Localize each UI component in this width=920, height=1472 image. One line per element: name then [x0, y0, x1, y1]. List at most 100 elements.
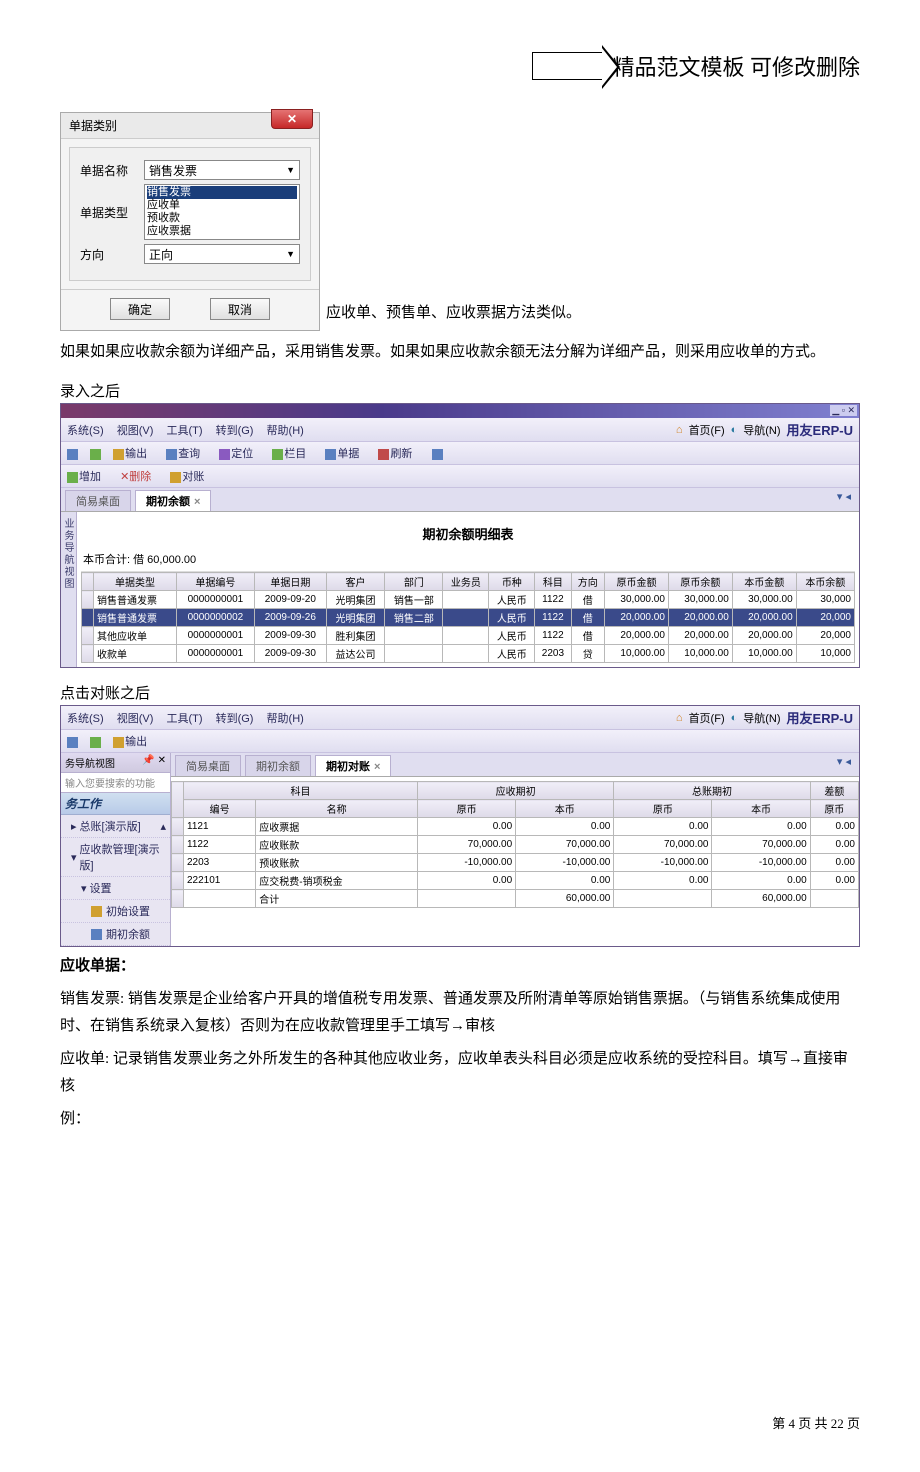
type-option[interactable]: 预收款 [147, 212, 297, 225]
tab-close-icon[interactable]: × [374, 761, 380, 773]
col-oamt[interactable]: 原币金额 [605, 573, 669, 591]
ok-button[interactable]: 确定 [110, 298, 170, 320]
print-icon[interactable] [113, 449, 124, 460]
col-gl-lc[interactable]: 本币 [712, 800, 810, 818]
type-select-open[interactable]: 销售发票 应收单 预收款 应收票据 [144, 184, 300, 240]
type-option[interactable]: 应收票据 [147, 225, 297, 238]
type-option[interactable]: 销售发票 [147, 186, 297, 199]
nav-home[interactable]: 首页(F) [689, 710, 725, 726]
col-no[interactable]: 单据编号 [177, 573, 255, 591]
menu-goto[interactable]: 转到(G) [216, 425, 254, 437]
group-subject: 科目 [184, 782, 418, 800]
col-sales[interactable]: 业务员 [443, 573, 489, 591]
window-controls[interactable]: ▁ ▫ ✕ [830, 405, 857, 416]
tb-check[interactable]: 对账 [182, 471, 204, 483]
sidebar-pin-icon[interactable]: 📌 ✕ [142, 755, 166, 770]
menu-goto[interactable]: 转到(G) [216, 713, 254, 725]
menu-help[interactable]: 帮助(H) [267, 713, 304, 725]
sidebar-item-gl[interactable]: ▸总账[演示版]▴ [61, 815, 170, 838]
col-obal[interactable]: 原币余额 [668, 573, 732, 591]
table-row[interactable]: 合计60,000.0060,000.00 [172, 890, 859, 908]
menu-system[interactable]: 系统(S) [67, 713, 104, 725]
table-row[interactable]: 销售普通发票00000000022009-09-26光明集团销售二部人民币112… [82, 609, 855, 627]
menu-view[interactable]: 视图(V) [117, 425, 154, 437]
table-row[interactable]: 222101应交税费-销项税金0.000.000.000.000.00 [172, 872, 859, 890]
sidebar-item-init[interactable]: 初始设置 [61, 900, 170, 923]
home-icon[interactable]: ⌂ [676, 712, 683, 724]
tb-query[interactable]: 查询 [178, 448, 200, 460]
table-row[interactable]: 2203预收账款-10,000.00-10,000.00-10,000.00-1… [172, 854, 859, 872]
doc-icon[interactable] [90, 737, 101, 748]
tb-list[interactable]: 单据 [337, 448, 359, 460]
table-row[interactable]: 销售普通发票00000000012009-09-20光明集团销售一部人民币112… [82, 591, 855, 609]
col-ar-lc[interactable]: 本币 [516, 800, 614, 818]
close-icon[interactable]: ✕ [271, 109, 313, 129]
col-type[interactable]: 单据类型 [94, 573, 177, 591]
tabs-dropdown-icon[interactable]: ▾ ◂ [837, 490, 851, 511]
tab-recon[interactable]: 期初对账× [315, 755, 391, 776]
col-dept[interactable]: 部门 [385, 573, 443, 591]
name-select[interactable]: 销售发票 ▼ [144, 160, 300, 180]
locate-icon[interactable] [219, 449, 230, 460]
sidebar-search[interactable]: 输入您要搜索的功能 [61, 773, 170, 793]
menu-tool[interactable]: 工具(T) [166, 425, 202, 437]
list-icon[interactable] [325, 449, 336, 460]
col-lamt[interactable]: 本币金额 [732, 573, 796, 591]
type-option[interactable]: 应收单 [147, 199, 297, 212]
col-dir[interactable]: 方向 [571, 573, 604, 591]
menu-system[interactable]: 系统(S) [67, 425, 104, 437]
tab-desktop[interactable]: 简易桌面 [65, 490, 131, 511]
nav-icon[interactable]: ◐ [731, 712, 738, 724]
nav-home[interactable]: 首页(F) [689, 422, 725, 438]
doc-icon[interactable] [90, 449, 101, 460]
doc-icon[interactable] [67, 737, 78, 748]
menu-view[interactable]: 视图(V) [117, 713, 154, 725]
menu-tool[interactable]: 工具(T) [166, 713, 202, 725]
doc-icon[interactable] [67, 449, 78, 460]
help-icon[interactable] [432, 449, 443, 460]
nav-icon[interactable]: ◐ [731, 424, 738, 436]
add-icon[interactable] [67, 472, 78, 483]
sidebar-item-ar[interactable]: ▾应收款管理[演示版] [61, 838, 170, 877]
tb-add[interactable]: 增加 [79, 471, 101, 483]
tb-columns[interactable]: 栏目 [284, 448, 306, 460]
col-date[interactable]: 单据日期 [254, 573, 326, 591]
search-icon[interactable] [166, 449, 177, 460]
col-diff-oc[interactable]: 原币 [810, 800, 858, 818]
tb-output[interactable]: 输出 [125, 448, 147, 460]
refresh-icon[interactable] [378, 449, 389, 460]
tab-opening-balance[interactable]: 期初余额× [135, 490, 211, 511]
print-icon[interactable] [113, 737, 124, 748]
col-code[interactable]: 编号 [184, 800, 256, 818]
nav-navi[interactable]: 导航(N) [743, 422, 780, 438]
table-row[interactable]: 1122应收账款70,000.0070,000.0070,000.0070,00… [172, 836, 859, 854]
tb-del[interactable]: 删除 [129, 471, 151, 483]
table-row[interactable]: 1121应收票据0.000.000.000.000.00 [172, 818, 859, 836]
menu-help[interactable]: 帮助(H) [267, 425, 304, 437]
col-cust[interactable]: 客户 [326, 573, 384, 591]
tb-refresh[interactable]: 刷新 [390, 448, 412, 460]
col-acct[interactable]: 科目 [535, 573, 571, 591]
tab-close-icon[interactable]: × [194, 496, 200, 508]
col-gl-oc[interactable]: 原币 [614, 800, 712, 818]
cancel-button[interactable]: 取消 [210, 298, 270, 320]
nav-navi[interactable]: 导航(N) [743, 710, 780, 726]
col-lbal[interactable]: 本币余额 [796, 573, 854, 591]
col-name[interactable]: 名称 [256, 800, 418, 818]
tb-output[interactable]: 输出 [125, 736, 147, 748]
check-icon[interactable] [170, 472, 181, 483]
col-curr[interactable]: 币种 [489, 573, 535, 591]
tab-opening[interactable]: 期初余额 [245, 755, 311, 776]
tab-desktop[interactable]: 简易桌面 [175, 755, 241, 776]
sidebar-item-settings[interactable]: ▾设置 [61, 877, 170, 900]
table-row[interactable]: 其他应收单00000000012009-09-30胜利集团人民币1122借20,… [82, 627, 855, 645]
side-nav-tab[interactable]: 业务导航视图 [61, 512, 77, 667]
home-icon[interactable]: ⌂ [676, 424, 683, 436]
col-ar-oc[interactable]: 原币 [418, 800, 516, 818]
tb-locate[interactable]: 定位 [231, 448, 253, 460]
tabs-dropdown-icon[interactable]: ▾ ◂ [837, 755, 851, 776]
column-icon[interactable] [272, 449, 283, 460]
sidebar-item-opening[interactable]: 期初余额 [61, 923, 170, 946]
table-row[interactable]: 收款单00000000012009-09-30益达公司人民币2203贷10,00… [82, 645, 855, 663]
dir-select[interactable]: 正向 ▼ [144, 244, 300, 264]
